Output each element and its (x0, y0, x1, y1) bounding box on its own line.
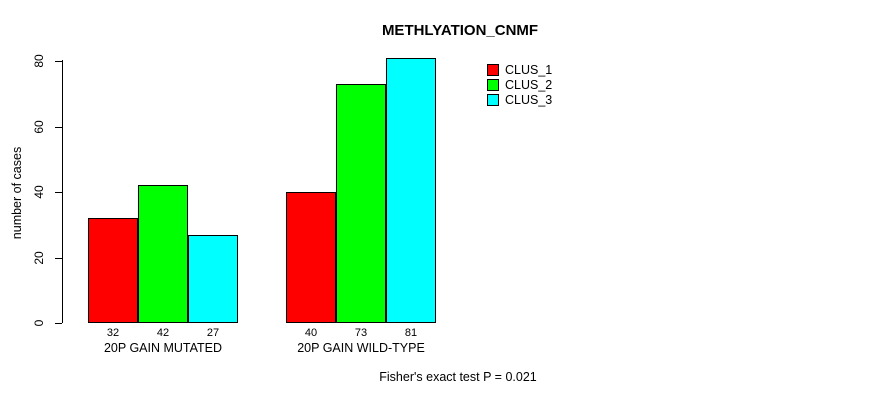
y-tick-label: 0 (32, 319, 46, 327)
y-tick-mark (55, 192, 62, 193)
y-axis-line (62, 60, 63, 323)
group-label: 20P GAIN WILD-TYPE (297, 341, 425, 355)
bar-value-label: 40 (304, 327, 318, 339)
legend-label: CLUS_3 (505, 92, 553, 107)
chart-title: METHLYATION_CNMF (381, 22, 539, 39)
bar-value-label: 81 (404, 327, 418, 339)
y-axis-label: number of cases (10, 146, 24, 240)
y-tick-label: 40 (32, 185, 46, 199)
bar-clus_3-group1 (188, 235, 238, 323)
bar-value-label: 27 (206, 327, 220, 339)
legend-label: CLUS_2 (505, 77, 553, 92)
legend-swatch (487, 93, 499, 106)
legend-item-clus_1: CLUS_1 (487, 62, 552, 77)
y-tick-mark (55, 258, 62, 259)
bar-clus_1-group2 (286, 192, 336, 323)
y-tick-label: 80 (32, 54, 46, 68)
group-label: 20P GAIN MUTATED (103, 341, 223, 355)
bar-value-label: 32 (106, 327, 120, 339)
legend-swatch (487, 78, 499, 91)
y-tick-mark (55, 323, 62, 324)
y-tick-label: 60 (32, 120, 46, 134)
bar-clus_1-group1 (88, 218, 138, 323)
bar-clus_2-group1 (138, 185, 188, 323)
legend-item-clus_3: CLUS_3 (487, 92, 552, 107)
bar-value-label: 73 (354, 327, 368, 339)
bar-value-label: 42 (156, 327, 170, 339)
annotation-text: Fisher's exact test P = 0.021 (379, 370, 537, 384)
legend-label: CLUS_1 (505, 62, 553, 77)
bar-clus_3-group2 (386, 58, 436, 323)
legend-swatch (487, 63, 499, 76)
y-tick-label: 20 (32, 251, 46, 265)
legend-item-clus_2: CLUS_2 (487, 77, 552, 92)
y-tick-mark (55, 61, 62, 62)
y-tick-mark (55, 127, 62, 128)
legend: CLUS_1 CLUS_2 CLUS_3 (487, 62, 552, 107)
bar-clus_2-group2 (336, 84, 386, 323)
